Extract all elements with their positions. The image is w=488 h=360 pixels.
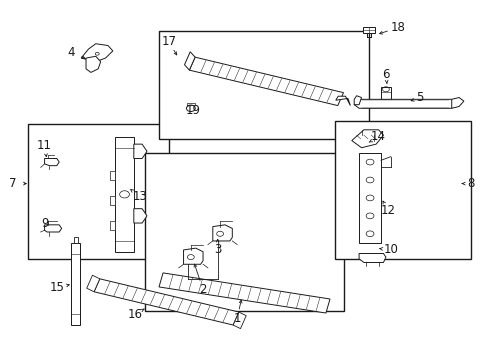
Polygon shape <box>184 52 195 70</box>
Polygon shape <box>335 96 350 105</box>
Text: 11: 11 <box>37 139 52 152</box>
Polygon shape <box>71 243 80 325</box>
Polygon shape <box>183 248 203 264</box>
Polygon shape <box>159 273 329 313</box>
Polygon shape <box>353 96 361 105</box>
Text: 17: 17 <box>161 35 176 49</box>
Polygon shape <box>380 87 390 99</box>
Polygon shape <box>451 98 463 108</box>
Text: 14: 14 <box>370 130 386 144</box>
Text: 13: 13 <box>132 190 147 203</box>
Polygon shape <box>134 209 147 223</box>
Text: 5: 5 <box>415 91 423 104</box>
Text: 7: 7 <box>9 177 17 190</box>
Bar <box>334 121 470 259</box>
Polygon shape <box>110 171 115 180</box>
Polygon shape <box>110 221 115 230</box>
Text: 10: 10 <box>383 243 397 256</box>
Text: 3: 3 <box>214 243 221 256</box>
Text: 12: 12 <box>380 204 395 217</box>
Text: 19: 19 <box>185 104 201 117</box>
Text: 15: 15 <box>49 281 64 294</box>
Polygon shape <box>134 144 147 158</box>
Text: 4: 4 <box>67 46 75 59</box>
Polygon shape <box>358 153 380 243</box>
Polygon shape <box>81 44 113 62</box>
Polygon shape <box>358 253 385 262</box>
Polygon shape <box>186 103 194 105</box>
Polygon shape <box>233 312 246 329</box>
Polygon shape <box>115 137 134 252</box>
Text: 18: 18 <box>390 21 405 34</box>
Text: 16: 16 <box>127 308 142 321</box>
Polygon shape <box>86 275 100 292</box>
Bar <box>27 125 168 259</box>
Polygon shape <box>351 130 383 148</box>
Text: 8: 8 <box>467 177 474 190</box>
Polygon shape <box>189 57 343 105</box>
Bar <box>144 153 344 311</box>
Text: 2: 2 <box>199 283 206 296</box>
Bar <box>159 31 368 139</box>
Text: 9: 9 <box>41 216 48 230</box>
Polygon shape <box>353 99 453 108</box>
Polygon shape <box>86 56 101 72</box>
Text: 1: 1 <box>233 311 241 325</box>
Polygon shape <box>362 27 374 33</box>
Polygon shape <box>212 225 232 241</box>
Polygon shape <box>44 225 61 232</box>
Text: 6: 6 <box>382 68 389 81</box>
Polygon shape <box>44 158 59 166</box>
Polygon shape <box>110 196 115 205</box>
Polygon shape <box>94 279 239 325</box>
Polygon shape <box>74 237 78 243</box>
